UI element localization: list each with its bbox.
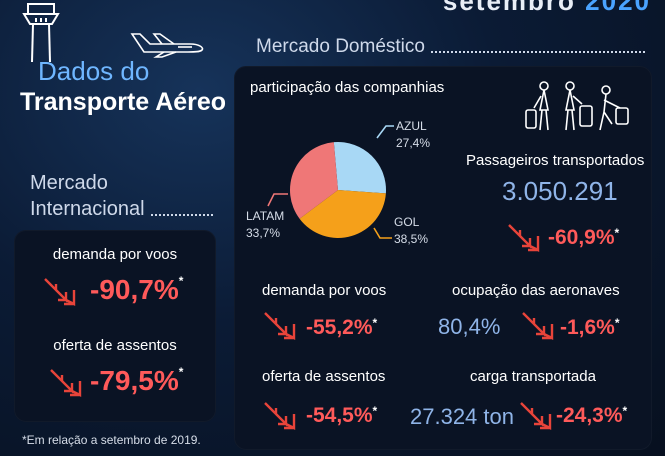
- airplane-icon: [130, 33, 204, 58]
- international-title-line2: Internacional: [30, 198, 145, 220]
- cargo-label: carga transportada: [470, 368, 596, 385]
- share-pie-chart: [290, 142, 386, 238]
- down-arrow-icon: [264, 402, 296, 430]
- passengers-value: 3.050.291: [502, 176, 618, 206]
- brand-line1: Dados do: [38, 56, 150, 86]
- passengers-change: -60,9%*: [548, 226, 620, 249]
- intl-seats-value: -79,5%*: [90, 365, 184, 396]
- pie-slice-latam: [290, 142, 338, 219]
- azul-leader: [376, 125, 394, 139]
- month-label: setembro: [442, 0, 576, 16]
- travelers-icon: [525, 81, 629, 131]
- domestic-title: Mercado Doméstico: [256, 36, 425, 57]
- domestic-demand-label: demanda por voos: [262, 282, 387, 299]
- occupancy-label: ocupação das aeronaves: [452, 282, 620, 299]
- control-tower-icon: [22, 3, 60, 62]
- intl-demand-value: -90,7%*: [90, 274, 184, 305]
- domestic-seats-change: -54,5%*: [306, 404, 378, 427]
- down-arrow-icon: [520, 402, 552, 430]
- down-arrow-icon: [522, 312, 554, 340]
- gol-leader: [373, 227, 392, 239]
- footnote: *Em relação a setembro de 2019.: [22, 433, 201, 447]
- brand-line2: Transporte Aéreo: [20, 88, 227, 116]
- latam-label: LATAM 33,7%: [246, 209, 285, 240]
- intl-demand-label: demanda por voos: [52, 246, 178, 263]
- domestic-seats-label: oferta de assentos: [262, 368, 386, 385]
- azul-label: AZUL 27,4%: [396, 119, 431, 150]
- intl-seats-label: oferta de assentos: [53, 337, 177, 354]
- gol-label: GOL 38,5%: [394, 215, 429, 246]
- month-title: setembro 2020: [443, 0, 651, 17]
- down-arrow-icon: [264, 312, 296, 340]
- pie-slice-azul: [333, 142, 386, 194]
- domestic-title-row: Mercado Doméstico: [256, 36, 645, 58]
- down-arrow-icon: [50, 369, 82, 397]
- international-panel: demanda por voos -90,7%* oferta de assen…: [14, 230, 216, 422]
- title-dots: [430, 50, 645, 53]
- international-title: Mercado Internacional: [30, 170, 213, 222]
- occupancy-change: -1,6%*: [560, 316, 620, 339]
- latam-leader: [267, 193, 288, 207]
- pie-slice-gol: [299, 190, 386, 238]
- down-arrow-icon: [44, 278, 76, 306]
- domestic-demand-change: -55,2%*: [306, 316, 378, 339]
- cargo-change: -24,3%*: [556, 404, 628, 427]
- passengers-label: Passageiros transportados: [466, 152, 645, 169]
- down-arrow-icon: [508, 224, 540, 252]
- domestic-panel: participação das companhias AZUL 27,4% G…: [234, 66, 652, 450]
- cargo-value: 27.324 ton: [410, 404, 514, 429]
- share-title: participação das companhias: [250, 79, 445, 96]
- title-dots: [150, 213, 213, 216]
- year-label: 2020: [585, 0, 651, 16]
- occupancy-value: 80,4%: [438, 314, 501, 339]
- international-title-line1: Mercado: [30, 172, 108, 194]
